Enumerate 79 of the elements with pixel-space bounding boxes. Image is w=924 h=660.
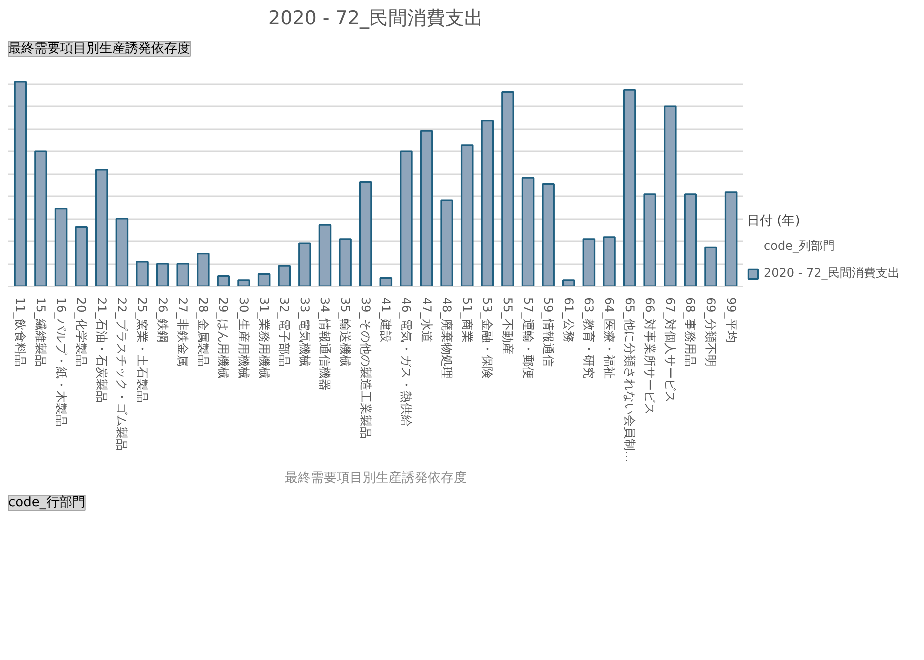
legend-title: 日付 (年) [747,213,802,230]
bar [75,226,88,286]
x-tick-label: 55_不動産 [500,298,515,355]
x-tick-label: 51_商業 [460,298,474,343]
x-tick-label: 32_電子部品 [278,298,292,367]
bar [176,263,190,286]
bar [278,265,292,286]
x-tick-label: 46_電気・ガス・熱供給 [399,298,414,427]
bar [420,130,434,286]
bar [298,242,312,286]
bar [440,200,454,286]
bar [542,183,555,286]
legend-label: 2020 - 72_民間消費支出 [764,265,900,282]
x-tick-label: 29_はん用機械 [216,298,231,379]
bar [522,177,535,286]
x-tick-label: 47_水道 [420,298,434,343]
x-tick-label: 20_化学製品 [74,298,89,367]
x-tick-label: 64_医療・福祉 [602,298,616,379]
x-tick-label: 48_廃棄物処理 [440,298,454,379]
x-tick-label: 57_運輸・郵便 [521,298,536,379]
bar [14,81,28,286]
x-tick-label: 31_業務用機械 [257,298,272,379]
bar [359,181,372,286]
bar [724,192,738,286]
x-axis-title: 最終需要項目別生産誘発依存度 [285,470,467,486]
bar [623,89,636,286]
bar [704,246,718,286]
x-tick-label: 63_教育・研究 [582,298,596,379]
bar [502,91,514,286]
x-tick-label: 11_飲食料品 [14,298,28,367]
bar [54,208,68,286]
bar [684,194,698,286]
bar [116,218,129,286]
x-tick-label: 65_他に分類されない会員制… [622,298,637,463]
bar [217,275,230,286]
x-tick-label: 34_情報通信機器 [318,298,332,391]
text: code_行部門 [8,496,86,510]
x-tick-label: 67_対個人サービス [663,298,678,403]
bar [258,273,271,286]
x-tick-label: 30_生産用機械 [237,298,252,379]
x-tick-label: 35_輸送機械 [338,298,353,367]
bar [136,261,149,286]
bar [156,263,170,286]
x-tick-label: 28_金属製品 [196,298,210,367]
bar [644,194,656,286]
x-tick-label: 25_窯業・土石製品 [136,298,150,403]
bar [562,280,576,286]
bar [318,224,332,286]
bar [34,150,48,286]
x-tick-label: 15_繊維製品 [34,298,48,367]
x-tick-label: 99_平均 [724,298,738,343]
x-tick-label: 61_公務 [562,298,576,343]
bar [96,169,108,286]
bar [380,278,393,286]
bar [603,236,616,286]
x-tick-label: 59_情報通信 [542,298,556,367]
x-tick-label: 66_対事業所サービス [643,298,658,415]
x-tick-label: 26_鉄鋼 [156,298,170,343]
bar [460,144,474,286]
x-tick-label: 21_石油・石炭製品 [94,298,109,403]
bar [238,280,250,286]
x-tick-label: 69_分類不明 [704,298,718,367]
x-tick-label: 33_電気機械 [298,298,312,367]
x-tick-label: 68_事務用品 [684,298,698,367]
bar [339,238,352,286]
bar [582,238,596,286]
x-tick-label: 53_金融・保険 [480,298,495,379]
bar [481,120,494,286]
x-tick-label: 16_パルプ・紙・木製品 [54,298,68,427]
text: code_列部門 [764,238,835,255]
x-tick-label: 41_建設 [379,298,394,343]
bar [197,252,210,286]
bar [664,106,677,286]
text: 最終需要項目別生産誘発依存度 [8,40,190,56]
chart-title: 2020 - 72_民間消費支出 [268,8,484,30]
x-tick-label: 27_非鉄金属 [176,298,190,367]
bar [400,150,413,286]
x-tick-label: 22_プラスチック・ゴム製品 [115,298,130,451]
x-tick-label: 39_その他の製造工業製品 [358,298,373,439]
